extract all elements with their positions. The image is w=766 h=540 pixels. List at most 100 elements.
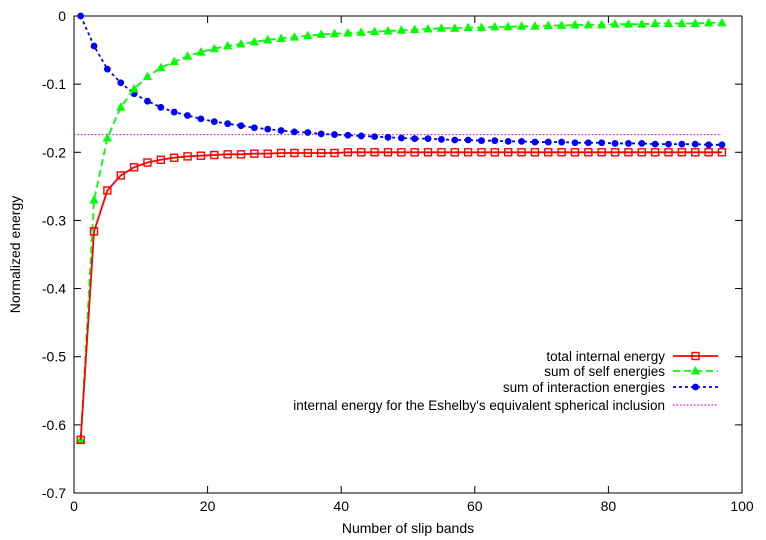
data-point — [316, 29, 326, 38]
data-point — [718, 141, 726, 149]
data-point — [76, 435, 85, 445]
data-point — [277, 127, 285, 134]
legend-marker — [692, 383, 699, 391]
data-point — [357, 148, 366, 157]
data-point — [691, 140, 699, 148]
data-point — [437, 148, 446, 157]
series-sum-of-interaction-energies — [77, 12, 726, 149]
data-point — [531, 138, 539, 146]
data-point — [717, 148, 727, 157]
legend-label: sum of interaction energies — [503, 380, 665, 395]
data-point — [250, 149, 259, 158]
data-point — [263, 149, 272, 158]
data-point — [344, 131, 352, 139]
data-point — [625, 140, 632, 147]
data-point — [77, 12, 85, 20]
data-point — [410, 24, 420, 34]
data-point — [651, 140, 659, 148]
data-point — [530, 21, 540, 30]
data-point — [383, 148, 393, 157]
data-point — [116, 171, 125, 180]
data-point — [142, 71, 153, 81]
data-point — [331, 131, 338, 138]
data-point — [597, 148, 606, 157]
data-point — [423, 148, 433, 157]
data-point — [276, 33, 286, 42]
data-point — [89, 227, 99, 236]
data-point — [169, 56, 179, 66]
data-point — [329, 28, 340, 38]
data-point — [517, 148, 526, 157]
data-point — [104, 65, 111, 73]
data-point — [170, 108, 178, 116]
data-point — [463, 148, 473, 157]
data-point — [143, 158, 152, 167]
y-tick-label: -0.6 — [42, 417, 66, 433]
data-point — [583, 19, 593, 29]
data-point — [370, 26, 380, 36]
data-point — [183, 152, 192, 161]
data-point — [289, 32, 300, 41]
data-point — [223, 150, 232, 159]
data-point — [236, 38, 246, 48]
data-point — [89, 194, 99, 204]
data-point — [638, 140, 646, 147]
data-point — [264, 125, 272, 133]
data-point — [558, 138, 566, 146]
data-point — [704, 17, 714, 27]
data-point — [705, 141, 712, 149]
data-point — [570, 148, 580, 157]
data-point — [664, 148, 673, 157]
x-tick-label: 80 — [601, 498, 617, 514]
x-tick-label: 20 — [200, 498, 216, 514]
data-point — [209, 43, 219, 53]
data-point — [210, 118, 218, 126]
y-tick-label: -0.7 — [42, 485, 66, 501]
data-point — [196, 47, 206, 56]
data-point — [250, 124, 258, 132]
data-point — [276, 148, 286, 158]
data-point — [343, 28, 353, 37]
data-point — [304, 129, 312, 136]
data-point — [117, 79, 125, 87]
data-point — [156, 62, 166, 72]
data-point — [598, 139, 606, 147]
data-point — [611, 140, 619, 147]
data-point — [504, 148, 513, 157]
data-point — [197, 115, 205, 123]
data-point — [704, 148, 713, 157]
data-point — [436, 23, 446, 32]
data-point — [210, 150, 219, 160]
data-point — [637, 148, 646, 157]
data-point — [303, 30, 313, 40]
data-point — [490, 148, 500, 157]
data-point — [396, 25, 406, 34]
data-point — [557, 20, 567, 30]
legend-label: total internal energy — [546, 349, 665, 364]
y-tick-label: -0.4 — [42, 281, 66, 297]
data-point — [129, 163, 139, 172]
data-point — [357, 132, 365, 140]
data-point — [543, 20, 553, 30]
x-tick-label: 60 — [467, 498, 483, 514]
data-point — [503, 21, 513, 31]
data-point — [156, 155, 166, 164]
data-point — [544, 138, 552, 146]
data-point — [478, 137, 485, 145]
plot-series — [74, 12, 727, 445]
data-point — [343, 148, 353, 157]
data-point — [464, 136, 472, 144]
legend-marker — [691, 351, 700, 361]
legend-label: internal energy for the Eshelby's equiva… — [293, 398, 665, 413]
data-point — [490, 21, 500, 31]
data-point — [544, 148, 553, 157]
data-point — [411, 135, 419, 143]
data-point — [397, 148, 406, 157]
data-point — [463, 22, 473, 32]
data-point — [690, 18, 700, 27]
data-point — [584, 148, 593, 157]
data-point — [116, 102, 126, 111]
data-point — [236, 150, 246, 159]
